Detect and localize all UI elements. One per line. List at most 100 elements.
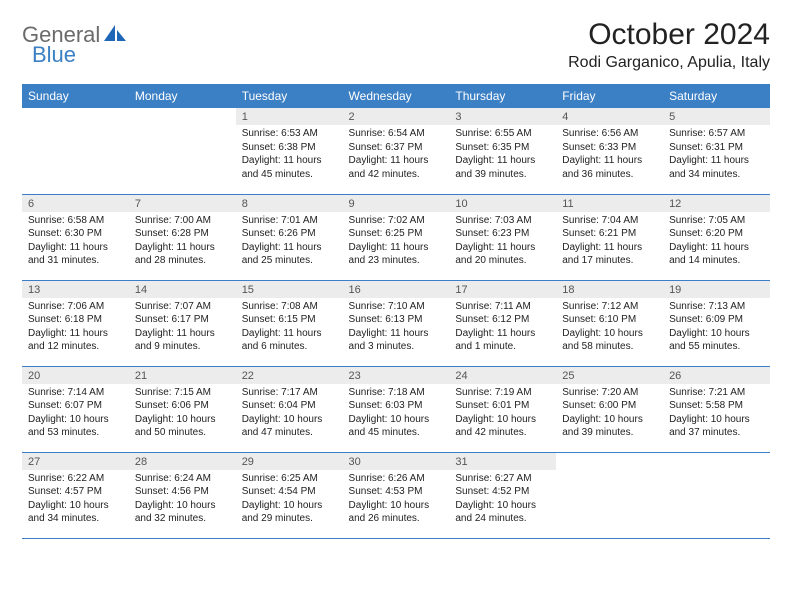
day-line: and 42 minutes. [349,168,444,182]
weekday-thu: Thursday [449,84,556,108]
day-data: Sunrise: 7:03 AMSunset: 6:23 PMDaylight:… [449,212,556,272]
day-data: Sunrise: 7:21 AMSunset: 5:58 PMDaylight:… [663,384,770,444]
day-line: and 28 minutes. [135,254,230,268]
day-line: Sunset: 6:01 PM [455,399,550,413]
day-line: Daylight: 11 hours [669,241,764,255]
day-line: Daylight: 10 hours [455,413,550,427]
day-data: Sunrise: 7:20 AMSunset: 6:00 PMDaylight:… [556,384,663,444]
day-line: and 3 minutes. [349,340,444,354]
day-line: Sunset: 6:23 PM [455,227,550,241]
day-line: Sunrise: 6:58 AM [28,214,123,228]
day-line: and 29 minutes. [242,512,337,526]
day-line: Sunrise: 6:26 AM [349,472,444,486]
day-line: Daylight: 10 hours [28,499,123,513]
day-line: Daylight: 11 hours [242,154,337,168]
day-line: and 58 minutes. [562,340,657,354]
day-line: and 32 minutes. [135,512,230,526]
day-line: and 1 minute. [455,340,550,354]
day-line: Daylight: 10 hours [135,413,230,427]
day-data: Sunrise: 7:12 AMSunset: 6:10 PMDaylight:… [556,298,663,358]
day-line: Sunrise: 6:22 AM [28,472,123,486]
day-number: 25 [556,367,663,384]
calendar-day: 12Sunrise: 7:05 AMSunset: 6:20 PMDayligh… [663,194,770,280]
weekday-tue: Tuesday [236,84,343,108]
calendar-day: 13Sunrise: 7:06 AMSunset: 6:18 PMDayligh… [22,280,129,366]
day-data: Sunrise: 6:24 AMSunset: 4:56 PMDaylight:… [129,470,236,530]
day-number: 16 [343,281,450,298]
day-data: Sunrise: 6:58 AMSunset: 6:30 PMDaylight:… [22,212,129,272]
calendar-day: 18Sunrise: 7:12 AMSunset: 6:10 PMDayligh… [556,280,663,366]
day-line: Daylight: 11 hours [242,327,337,341]
day-line: Sunset: 6:00 PM [562,399,657,413]
day-line: Sunrise: 7:13 AM [669,300,764,314]
day-data: Sunrise: 6:22 AMSunset: 4:57 PMDaylight:… [22,470,129,530]
day-line: Daylight: 10 hours [349,499,444,513]
day-line: and 6 minutes. [242,340,337,354]
day-line: Sunrise: 7:20 AM [562,386,657,400]
day-line: and 17 minutes. [562,254,657,268]
day-line: and 53 minutes. [28,426,123,440]
calendar-day: 28Sunrise: 6:24 AMSunset: 4:56 PMDayligh… [129,452,236,538]
day-number: 1 [236,108,343,125]
day-data: Sunrise: 7:06 AMSunset: 6:18 PMDaylight:… [22,298,129,358]
calendar-week: 27Sunrise: 6:22 AMSunset: 4:57 PMDayligh… [22,452,770,538]
day-number: 11 [556,195,663,212]
day-line: and 12 minutes. [28,340,123,354]
day-data: Sunrise: 7:04 AMSunset: 6:21 PMDaylight:… [556,212,663,272]
day-data: Sunrise: 7:15 AMSunset: 6:06 PMDaylight:… [129,384,236,444]
day-line: Daylight: 10 hours [669,327,764,341]
day-line: Sunrise: 6:24 AM [135,472,230,486]
day-line: and 9 minutes. [135,340,230,354]
day-line: Sunset: 6:15 PM [242,313,337,327]
weekday-wed: Wednesday [343,84,450,108]
day-number: 24 [449,367,556,384]
day-number: 31 [449,453,556,470]
day-line: Sunset: 6:21 PM [562,227,657,241]
day-data: Sunrise: 6:27 AMSunset: 4:52 PMDaylight:… [449,470,556,530]
calendar-day: 31Sunrise: 6:27 AMSunset: 4:52 PMDayligh… [449,452,556,538]
day-line: Sunset: 6:09 PM [669,313,764,327]
day-number: 21 [129,367,236,384]
day-line: Daylight: 11 hours [349,241,444,255]
day-data: Sunrise: 7:14 AMSunset: 6:07 PMDaylight:… [22,384,129,444]
day-line: Sunrise: 7:21 AM [669,386,764,400]
calendar-day: 9Sunrise: 7:02 AMSunset: 6:25 PMDaylight… [343,194,450,280]
day-line: Sunrise: 7:18 AM [349,386,444,400]
day-line: Daylight: 11 hours [455,241,550,255]
day-line: Daylight: 11 hours [135,241,230,255]
calendar-day: 23Sunrise: 7:18 AMSunset: 6:03 PMDayligh… [343,366,450,452]
day-data: Sunrise: 6:55 AMSunset: 6:35 PMDaylight:… [449,125,556,185]
calendar-day [22,108,129,194]
day-line: Daylight: 11 hours [669,154,764,168]
day-number: 29 [236,453,343,470]
day-line: and 50 minutes. [135,426,230,440]
calendar-day: 14Sunrise: 7:07 AMSunset: 6:17 PMDayligh… [129,280,236,366]
day-data: Sunrise: 6:57 AMSunset: 6:31 PMDaylight:… [663,125,770,185]
day-number: 20 [22,367,129,384]
day-line: Sunrise: 7:12 AM [562,300,657,314]
day-data: Sunrise: 7:08 AMSunset: 6:15 PMDaylight:… [236,298,343,358]
calendar-week: 6Sunrise: 6:58 AMSunset: 6:30 PMDaylight… [22,194,770,280]
day-line: Daylight: 11 hours [242,241,337,255]
day-line: Sunset: 5:58 PM [669,399,764,413]
day-line: and 42 minutes. [455,426,550,440]
day-line: Sunset: 6:03 PM [349,399,444,413]
day-line: Sunrise: 6:53 AM [242,127,337,141]
calendar-day [129,108,236,194]
day-line: and 31 minutes. [28,254,123,268]
day-number: 13 [22,281,129,298]
calendar-day: 29Sunrise: 6:25 AMSunset: 4:54 PMDayligh… [236,452,343,538]
day-number: 22 [236,367,343,384]
day-number: 8 [236,195,343,212]
day-line: Sunrise: 7:15 AM [135,386,230,400]
day-line: Daylight: 10 hours [349,413,444,427]
day-line: Sunset: 6:20 PM [669,227,764,241]
day-line: Sunset: 4:54 PM [242,485,337,499]
day-line: Sunset: 6:38 PM [242,141,337,155]
day-line: and 39 minutes. [562,426,657,440]
day-line: Sunrise: 7:11 AM [455,300,550,314]
title-block: October 2024 Rodi Garganico, Apulia, Ita… [568,18,770,72]
day-line: and 34 minutes. [28,512,123,526]
day-data: Sunrise: 7:07 AMSunset: 6:17 PMDaylight:… [129,298,236,358]
day-number: 18 [556,281,663,298]
